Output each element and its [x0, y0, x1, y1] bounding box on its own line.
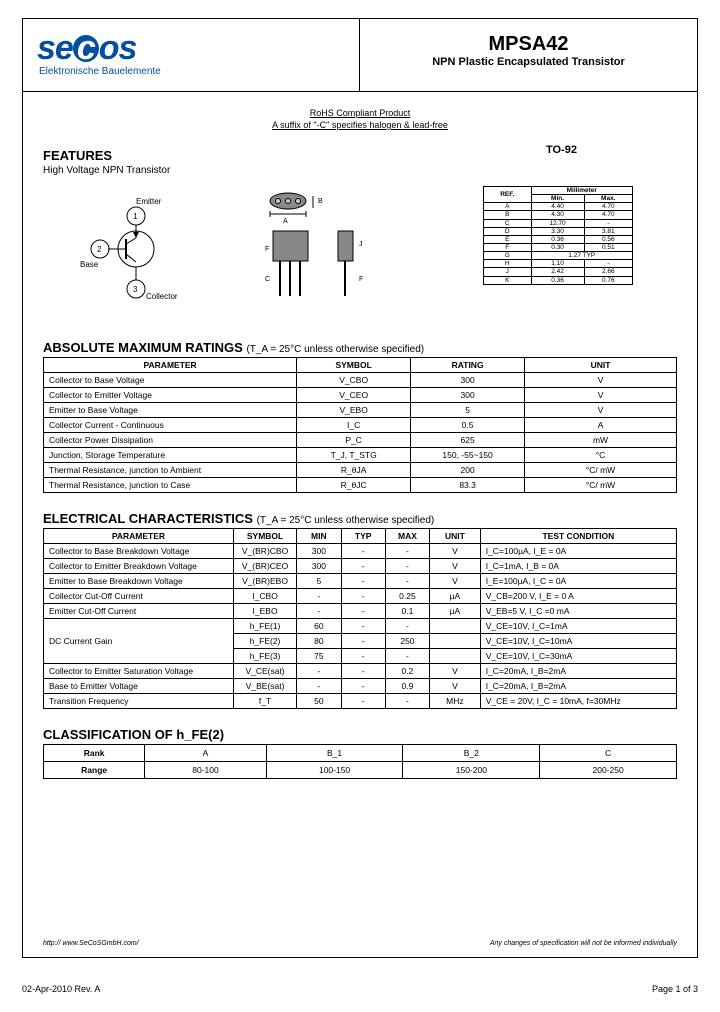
part-description: NPN Plastic Encapsulated Transistor: [374, 56, 683, 68]
class-range-a: 80-100: [145, 762, 266, 779]
elec-h-test: TEST CONDITION: [480, 529, 676, 544]
package-drawing: A B F C J F: [263, 186, 463, 306]
logo-subtitle: Elektronische Bauelemente: [39, 66, 345, 77]
svg-text:C: C: [265, 276, 270, 283]
elec-h-max: MAX: [385, 529, 429, 544]
class-rank-b2: B_2: [403, 745, 540, 762]
header: secos Elektronische Bauelemente MPSA42 N…: [23, 19, 697, 92]
dimension-table: REF.Millimeter Min.Max. A4.404.70B4.304.…: [483, 186, 633, 285]
dim-max-header: Max.: [584, 195, 632, 203]
class-h-rank: Rank: [44, 745, 145, 762]
class-rank-a: A: [145, 745, 266, 762]
pin-emitter-label: Emitter: [136, 197, 162, 206]
class-rank-c: C: [540, 745, 677, 762]
logo-text: secos: [37, 29, 345, 68]
pin-base-label: Base: [80, 260, 99, 269]
features-row: FEATURES High Voltage NPN Transistor TO-…: [43, 144, 677, 176]
page-container: secos Elektronische Bauelemente MPSA42 N…: [0, 0, 720, 1012]
features-block: FEATURES High Voltage NPN Transistor: [43, 144, 170, 176]
svg-text:F: F: [265, 246, 269, 253]
pin-collector-label: Collector: [146, 292, 178, 301]
elec-h-min: MIN: [297, 529, 341, 544]
class-heading: CLASSIFICATION OF h_FE(2): [43, 727, 677, 742]
elec-h-symbol: SYMBOL: [233, 529, 296, 544]
svg-text:1: 1: [133, 212, 138, 221]
dim-ref-header: REF.: [484, 187, 532, 203]
class-title: CLASSIFICATION OF h_FE(2): [43, 727, 224, 742]
classification-table: Rank A B_1 B_2 C Range 80-100 100-150 15…: [43, 744, 677, 779]
elec-h-param: PARAMETER: [44, 529, 234, 544]
footer-page: Page 1 of 3: [652, 984, 698, 994]
class-rank-b1: B_1: [266, 745, 403, 762]
content-area: RoHS Compliant Product A suffix of "-C" …: [23, 92, 697, 789]
svg-text:F: F: [359, 276, 363, 283]
elec-table: PARAMETER SYMBOL MIN TYP MAX UNIT TEST C…: [43, 528, 677, 709]
svg-text:A: A: [283, 218, 288, 225]
footer-disclaimer: Any changes of specification will not be…: [490, 940, 677, 947]
class-range-b1: 100-150: [266, 762, 403, 779]
svg-text:3: 3: [133, 285, 138, 294]
page-footer: 02-Apr-2010 Rev. A Page 1 of 3: [22, 984, 698, 994]
ratings-h-symbol: SYMBOL: [297, 358, 411, 373]
rohs-line2: A suffix of "-C" specifies halogen & lea…: [43, 120, 677, 130]
rohs-line1: RoHS Compliant Product: [43, 108, 677, 118]
ratings-h-param: PARAMETER: [44, 358, 297, 373]
elec-heading: ELECTRICAL CHARACTERISTICS (T_A = 25°C u…: [43, 511, 677, 526]
abs-max-title: ABSOLUTE MAXIMUM RATINGS: [43, 340, 243, 355]
diagram-area: Emitter 1 2 Base: [43, 186, 677, 316]
part-number: MPSA42: [374, 33, 683, 56]
elec-h-unit: UNIT: [430, 529, 481, 544]
class-range-b2: 150-200: [403, 762, 540, 779]
title-cell: MPSA42 NPN Plastic Encapsulated Transist…: [360, 19, 697, 91]
elec-h-typ: TYP: [341, 529, 385, 544]
class-range-c: 200-250: [540, 762, 677, 779]
class-range-label: Range: [44, 762, 145, 779]
ratings-h-rating: RATING: [411, 358, 525, 373]
npn-symbol: Emitter 1 2 Base: [43, 186, 243, 306]
features-text: High Voltage NPN Transistor: [43, 165, 170, 176]
dim-min-header: Min.: [531, 195, 584, 203]
footer-date: 02-Apr-2010 Rev. A: [22, 984, 100, 994]
svg-text:B: B: [318, 198, 323, 205]
ratings-h-unit: UNIT: [525, 358, 677, 373]
abs-max-cond: (T_A = 25°C unless otherwise specified): [246, 344, 424, 355]
logo-cell: secos Elektronische Bauelemente: [23, 19, 360, 91]
elec-title: ELECTRICAL CHARACTERISTICS: [43, 511, 253, 526]
footer-url: http:// www.SeCoSGmbH.com/: [43, 940, 139, 947]
abs-max-heading: ABSOLUTE MAXIMUM RATINGS (T_A = 25°C unl…: [43, 340, 677, 355]
features-title: FEATURES: [43, 148, 170, 163]
svg-text:2: 2: [97, 245, 102, 254]
page-border: secos Elektronische Bauelemente MPSA42 N…: [22, 18, 698, 958]
ratings-table: PARAMETER SYMBOL RATING UNIT Collector t…: [43, 357, 677, 493]
package-label: TO-92: [546, 144, 577, 176]
elec-cond: (T_A = 25°C unless otherwise specified): [257, 515, 435, 526]
svg-text:J: J: [359, 241, 363, 248]
dim-unit-header: Millimeter: [531, 187, 632, 195]
